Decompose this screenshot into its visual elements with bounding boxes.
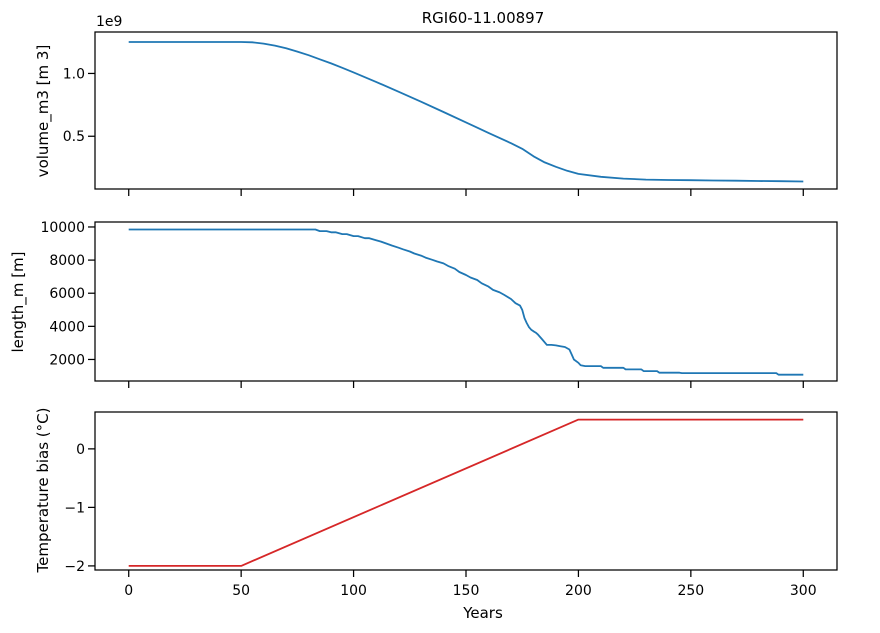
y-offset-label: 1e9 — [96, 14, 122, 30]
y-tick-label: −2 — [64, 559, 85, 575]
length-series-line — [128, 228, 804, 376]
x-tick-label: 100 — [340, 583, 367, 599]
temperature-panel: Temperature bias (°C) Years 0 50 100 150 200… — [34, 408, 838, 622]
plot-frame — [94, 411, 838, 571]
y-tick-label: 0.5 — [63, 129, 85, 145]
x-tick-label: 250 — [677, 583, 704, 599]
y-tick-label: 8000 — [49, 253, 85, 269]
temperature-series-line — [128, 418, 804, 567]
y-tick-label: 6000 — [49, 286, 85, 302]
length-panel: length_m [m] 2000 4000 6000 8000 10000 — [9, 220, 838, 388]
x-tick-label: 200 — [565, 583, 592, 599]
x-tick-label: 0 — [124, 583, 133, 599]
y-tick-label: 1.0 — [63, 66, 85, 82]
x-tick-label: 300 — [790, 583, 817, 599]
y-tick-label: 10000 — [40, 220, 85, 236]
y-tick-label: 2000 — [49, 352, 85, 368]
volume-panel: RGI60-11.00897 1e9 volume_m3 [m 3] 0.5 1.… — [34, 9, 838, 196]
y-tick-label: −1 — [64, 500, 85, 516]
x-tick-label: 50 — [232, 583, 250, 599]
x-axis-label: Years — [462, 604, 503, 622]
y-axis-label: volume_m3 [m 3] — [34, 45, 53, 178]
volume-series-line — [128, 41, 804, 183]
x-tick-label: 150 — [453, 583, 480, 599]
y-tick-label: 0 — [76, 442, 85, 458]
plot-frame — [94, 31, 838, 190]
y-axis-label: Temperature bias (°C) — [34, 408, 52, 574]
y-axis-label: length_m [m] — [9, 251, 28, 352]
chart-title: RGI60-11.00897 — [422, 9, 545, 27]
y-tick-label: 4000 — [49, 319, 85, 335]
plot-frame — [94, 221, 838, 382]
